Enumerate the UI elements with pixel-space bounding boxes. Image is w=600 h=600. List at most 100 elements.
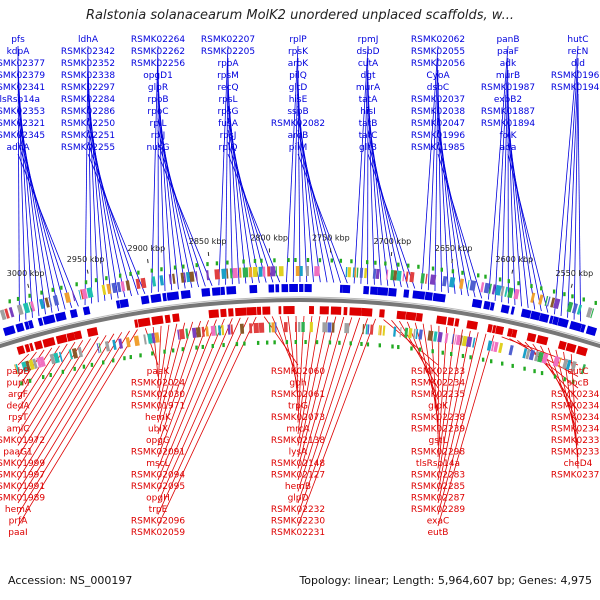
gc-mark — [507, 279, 510, 284]
gc-mark — [552, 289, 556, 294]
gc-mark — [469, 355, 472, 360]
label-connector — [437, 117, 463, 295]
cog-feature-forward — [248, 267, 253, 278]
cog-feature-reverse — [25, 360, 31, 371]
label-connector — [17, 329, 138, 527]
cog-feature-reverse — [98, 342, 102, 353]
gene-label: rplQ — [219, 143, 238, 153]
gc-mark — [273, 258, 276, 263]
cog-feature-reverse — [96, 343, 100, 354]
gc-mark — [73, 366, 76, 371]
cog-feature-reverse — [565, 359, 572, 371]
gene-label: tlsRso14a — [0, 95, 40, 105]
cog-feature-forward — [0, 309, 7, 321]
cog-feature-forward — [459, 278, 465, 289]
label-connector — [367, 117, 396, 287]
forward-gene — [548, 315, 554, 324]
gene-label: aroB — [288, 131, 309, 141]
gene-label: dsbD — [356, 47, 379, 57]
cog-feature-reverse — [215, 325, 217, 336]
label-connector — [227, 141, 274, 283]
cog-feature-reverse — [283, 322, 288, 333]
label-connector — [437, 325, 440, 446]
cog-feature-reverse — [154, 332, 160, 343]
cog-feature-reverse — [230, 324, 234, 335]
gene-label: rplL — [150, 119, 167, 129]
label-connector — [157, 117, 193, 288]
forward-gene — [489, 302, 495, 311]
label-connector — [434, 69, 439, 291]
gene-label: rpoC — [147, 107, 168, 117]
cog-feature-forward — [466, 279, 470, 290]
gene-label: murB — [496, 71, 520, 81]
scale-ticks: 2550 kbp 2600 kbp 2650 kbp 2700 kbp 2750 kbp… — [7, 233, 593, 288]
label-connector — [157, 325, 162, 389]
gene-label: RSMK02345 — [0, 131, 45, 141]
label-connector — [227, 117, 260, 283]
gene-label: hemA — [5, 505, 32, 515]
reverse-gene — [526, 332, 537, 343]
cog-feature-forward — [151, 276, 157, 287]
forward-gene — [569, 320, 583, 332]
gc-mark — [318, 258, 322, 263]
gene-label: glpR — [148, 83, 168, 93]
reverse-gene — [576, 345, 588, 357]
gene-label: sspB — [287, 107, 308, 117]
gc-mark — [410, 346, 413, 351]
forward-gene — [82, 306, 91, 316]
cog-feature-forward — [449, 277, 456, 288]
cog-feature-forward — [28, 301, 33, 312]
reverse-gene — [565, 342, 577, 353]
forward-gene — [388, 287, 397, 297]
cog-feature-forward — [386, 269, 389, 280]
cog-feature-forward — [469, 280, 477, 291]
cog-feature-forward — [402, 271, 405, 282]
gc-mark — [339, 258, 343, 263]
gene-label: gltB — [359, 143, 377, 153]
label-connector — [287, 316, 299, 400]
cog-feature-reverse — [525, 348, 531, 360]
gc-mark — [306, 258, 310, 263]
label-connector — [437, 328, 456, 469]
cog-feature-reverse — [437, 331, 443, 343]
cog-feature-reverse — [39, 356, 46, 368]
cog-feature-reverse — [14, 364, 19, 375]
gc-mark — [378, 343, 381, 348]
reverse-gene — [557, 340, 567, 351]
gc-mark — [517, 281, 520, 286]
gene-label: RSMK02251 — [61, 131, 115, 141]
cog-feature-reverse — [344, 323, 350, 334]
cog-feature-reverse — [253, 322, 259, 334]
cog-feature-reverse — [433, 331, 438, 342]
label-connector — [225, 57, 229, 285]
gc-mark — [40, 290, 43, 295]
reverse-gene — [29, 342, 35, 352]
gene-label: RSMK02353 — [0, 107, 45, 117]
gc-mark — [265, 340, 269, 345]
gc-mark — [206, 262, 209, 267]
cog-feature-forward — [275, 266, 278, 277]
cog-feature-forward — [172, 273, 176, 284]
gc-mark — [105, 276, 108, 281]
gc-mark — [84, 280, 88, 285]
label-connector — [17, 330, 130, 515]
label-connector — [157, 324, 170, 400]
label-connector — [437, 335, 495, 527]
gene-label: RSMK02062 — [411, 35, 465, 45]
cog-feature-reverse — [541, 352, 549, 364]
cog-feature-forward — [420, 273, 425, 284]
gene-label: RSMK02348 — [551, 413, 600, 423]
cog-feature-forward — [120, 281, 126, 292]
label-connector — [360, 57, 369, 284]
cog-feature-reverse — [455, 334, 461, 346]
label-connector — [87, 117, 126, 298]
label-connector — [437, 330, 471, 492]
cog-feature-reverse — [362, 324, 365, 335]
reverse-gene — [330, 306, 342, 315]
label-connector — [437, 129, 469, 297]
cog-feature-forward — [488, 283, 492, 294]
gene-label: RSMK02262 — [131, 47, 185, 57]
gene-label: RSMK02235 — [411, 390, 465, 400]
cog-feature-forward — [30, 301, 36, 312]
gene-label: opgG — [146, 436, 170, 446]
